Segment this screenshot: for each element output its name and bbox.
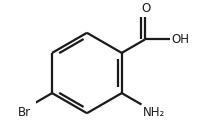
- Text: OH: OH: [171, 33, 190, 46]
- Text: NH₂: NH₂: [143, 106, 165, 119]
- Text: Br: Br: [18, 106, 31, 119]
- Text: O: O: [141, 2, 150, 15]
